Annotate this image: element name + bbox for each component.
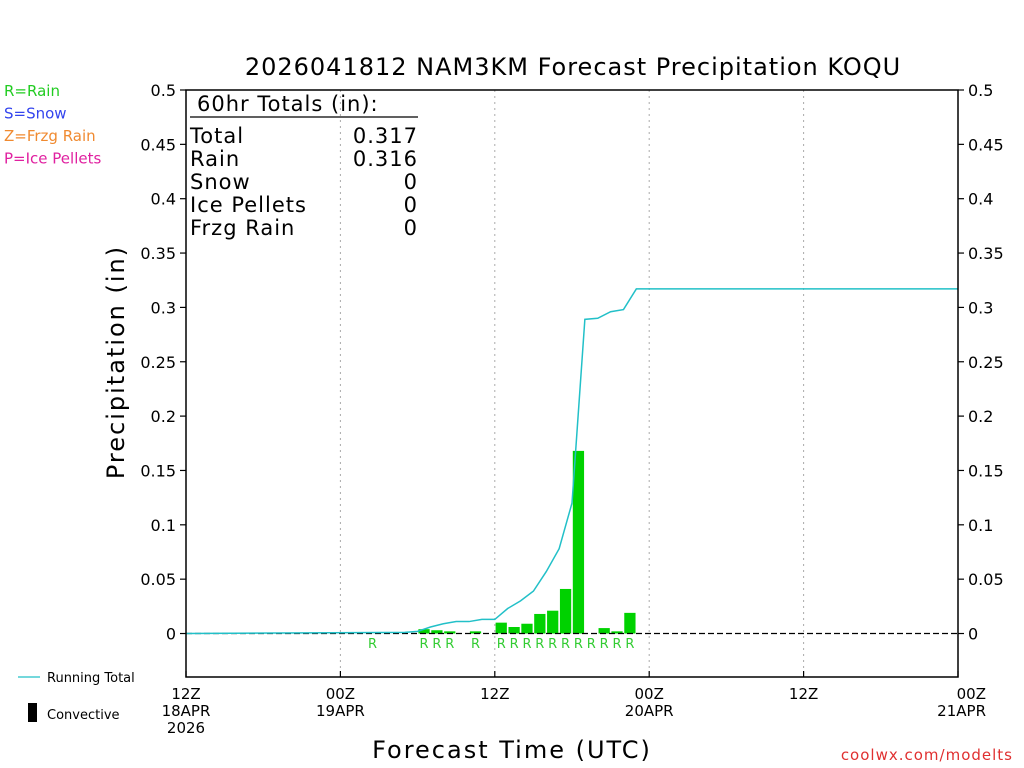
- x-tick-label-36h-line2: 20APR: [625, 702, 674, 720]
- x-tick-label-60h-line2: 21APR: [937, 702, 986, 720]
- precip-bar-20h: [431, 630, 443, 634]
- y-axis-ticks: 0 00.05 0.050.1 0.10.15 0.150.2 0.20.25 0.250.…: [140, 81, 1003, 644]
- x-tick-label-12h-line2: 19APR: [316, 702, 365, 720]
- y-tick-label-right-0.5: 0.5: [968, 81, 993, 100]
- precip-bar-34h: [611, 631, 623, 634]
- precip-bar-30h: [559, 588, 572, 634]
- ptype-marker-34h: R: [613, 637, 622, 652]
- ptype-marker-20h: R: [432, 637, 441, 652]
- y-tick-label-left-0.15: 0.15: [140, 461, 176, 480]
- totals-row-label-3: Snow: [190, 170, 251, 194]
- y-tick-label-left-0.5: 0.5: [151, 81, 176, 100]
- ptype-marker-25h: R: [497, 637, 506, 652]
- y-tick-label-right-0.05: 0.05: [968, 570, 1004, 589]
- ptype-marker-27h: R: [522, 637, 531, 652]
- type-legend-item-3: Z=Frzg Rain: [4, 127, 96, 145]
- precip-bar-21h: [444, 631, 456, 634]
- ptype-marker-29h: R: [548, 637, 557, 652]
- y-tick-label-left-0.4: 0.4: [151, 190, 176, 209]
- x-tick-label-24h-line1: 12Z: [480, 685, 509, 703]
- x-tick-label-60h-line1: 00Z: [957, 685, 986, 703]
- x-tick-label-36h-line1: 00Z: [635, 685, 664, 703]
- y-tick-label-right-0.25: 0.25: [968, 353, 1004, 372]
- x-tick-label-0h-line3: 2026: [167, 719, 205, 737]
- ptype-marker-28h: R: [535, 637, 544, 652]
- y-tick-label-left-0.3: 0.3: [151, 298, 176, 317]
- ptype-marker-19h: R: [420, 637, 429, 652]
- precip-bar-35h: [624, 612, 636, 634]
- precip-bar-19h: [418, 629, 430, 634]
- totals-row-label-4: Ice Pellets: [190, 193, 307, 217]
- totals-heading: 60hr Totals (in):: [197, 92, 379, 116]
- y-tick-label-right-0.1: 0.1: [968, 516, 993, 535]
- totals-row-value-5: 0: [404, 216, 418, 240]
- precip-bar-26h: [508, 626, 520, 634]
- totals-row-value-4: 0: [404, 193, 418, 217]
- x-tick-label-48h-line1: 12Z: [789, 685, 818, 703]
- totals-row-value-1: 0.317: [353, 124, 418, 148]
- plot-frame: [185, 89, 959, 678]
- x-tick-label-12h-line1: 00Z: [326, 685, 355, 703]
- x-tick-label-0h-line2: 18APR: [162, 702, 211, 720]
- y-tick-label-right-0: 0: [968, 625, 978, 644]
- ptype-marker-21h: R: [445, 637, 454, 652]
- precip-type-legend: R=Rain S=Snow Z=Frzg Rain P=Ice Pellets: [4, 82, 101, 168]
- y-tick-label-left-0.05: 0.05: [140, 570, 176, 589]
- precip-bar-27h: [521, 623, 533, 634]
- running-total-legend-label: Running Total: [47, 671, 135, 686]
- y-axis-label: Precipitation (in): [102, 245, 130, 479]
- y-tick-label-right-0.4: 0.4: [968, 190, 993, 209]
- precip-bar-25h: [495, 622, 507, 634]
- grid-lines: [339, 90, 805, 677]
- y-tick-label-left-0.1: 0.1: [151, 516, 176, 535]
- ptype-marker-31h: R: [574, 637, 583, 652]
- precip-bar-29h: [547, 610, 559, 634]
- precip-bar-28h: [534, 613, 546, 634]
- convective-swatch: [28, 703, 37, 722]
- bottom-legend: Running Total Convective: [18, 671, 135, 723]
- ptype-marker-30h: R: [561, 637, 570, 652]
- totals-box: 60hr Totals (in): Total 0.317 Rain 0.316 Sno…: [189, 92, 418, 240]
- ptype-marker-15h: R: [368, 637, 377, 652]
- hourly-bars: [418, 450, 636, 634]
- credit-text: coolwx.com/modelts: [841, 746, 1013, 764]
- y-tick-label-left-0: 0: [166, 625, 176, 644]
- y-tick-label-left-0.25: 0.25: [140, 353, 176, 372]
- y-tick-label-left-0.35: 0.35: [140, 244, 176, 263]
- precip-bar-33h: [598, 628, 610, 634]
- y-tick-label-right-0.35: 0.35: [968, 244, 1004, 263]
- totals-row-label-1: Total: [189, 124, 244, 148]
- y-tick-label-right-0.15: 0.15: [968, 461, 1004, 480]
- ptype-marker-26h: R: [510, 637, 519, 652]
- totals-row-label-2: Rain: [190, 147, 240, 171]
- totals-row-value-2: 0.316: [353, 147, 418, 171]
- x-axis-label: Forecast Time (UTC): [372, 736, 652, 764]
- running-total-line: [185, 288, 958, 635]
- y-tick-label-left-0.2: 0.2: [151, 407, 176, 426]
- totals-row-value-3: 0: [404, 170, 418, 194]
- y-tick-label-left-0.45: 0.45: [140, 135, 176, 154]
- ptype-marker-32h: R: [587, 637, 596, 652]
- x-tick-label-0h-line1: 12Z: [171, 685, 200, 703]
- type-legend-item-4: P=Ice Pellets: [4, 150, 101, 168]
- ptype-marker-23h: R: [471, 637, 480, 652]
- chart-title: 2026041812 NAM3KM Forecast Precipitation…: [245, 53, 901, 81]
- precip-bar-23h: [469, 631, 482, 634]
- y-tick-label-right-0.45: 0.45: [968, 135, 1004, 154]
- y-tick-label-right-0.3: 0.3: [968, 298, 993, 317]
- convective-legend-label: Convective: [47, 708, 120, 723]
- totals-row-label-5: Frzg Rain: [190, 216, 295, 240]
- ptype-marker-35h: R: [625, 637, 634, 652]
- precip-bar-31h: [572, 450, 585, 634]
- ptype-marker-33h: R: [600, 637, 609, 652]
- type-legend-item-2: S=Snow: [4, 105, 67, 123]
- type-legend-item-1: R=Rain: [4, 82, 60, 100]
- y-tick-label-right-0.2: 0.2: [968, 407, 993, 426]
